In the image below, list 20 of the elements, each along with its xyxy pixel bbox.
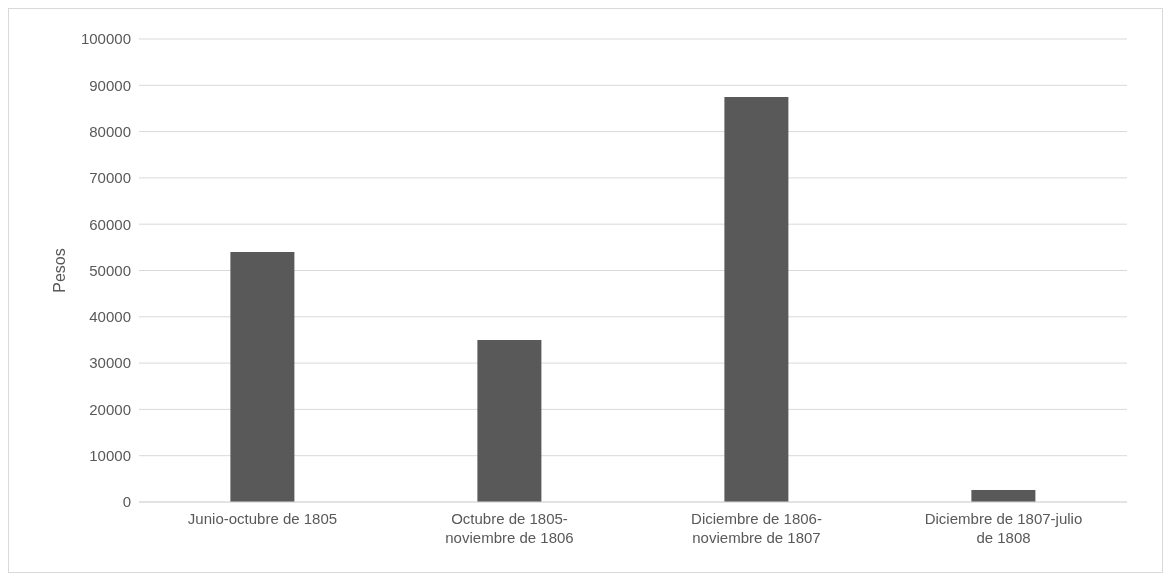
x-tick-label: Diciembre de 1806-noviembre de 1807 (691, 510, 822, 546)
x-tick-label: Junio-octubre de 1805 (187, 510, 338, 527)
bar (477, 339, 542, 502)
bar (230, 251, 295, 502)
y-tick-label: 20000 (89, 400, 131, 418)
y-axis-title: Pesos (50, 248, 68, 293)
y-tick-label: 10000 (89, 447, 131, 465)
y-tick-label: 80000 (89, 122, 131, 140)
y-tick-label: 40000 (89, 308, 131, 326)
bar (724, 96, 789, 502)
y-tick-label: 60000 (89, 215, 131, 233)
y-tick-label: 0 (122, 493, 131, 511)
y-tick-label: 30000 (89, 354, 131, 372)
x-tick-label: Diciembre de 1807-julio de 1808 (924, 510, 1083, 546)
y-tick-label: 70000 (89, 169, 131, 187)
bar (971, 489, 1036, 502)
y-tick-label: 100000 (80, 30, 131, 48)
x-tick-label: Octubre de 1805-noviembre de 1806 (445, 510, 574, 546)
y-tick-label: 90000 (89, 76, 131, 94)
y-tick-label: 50000 (89, 261, 131, 279)
